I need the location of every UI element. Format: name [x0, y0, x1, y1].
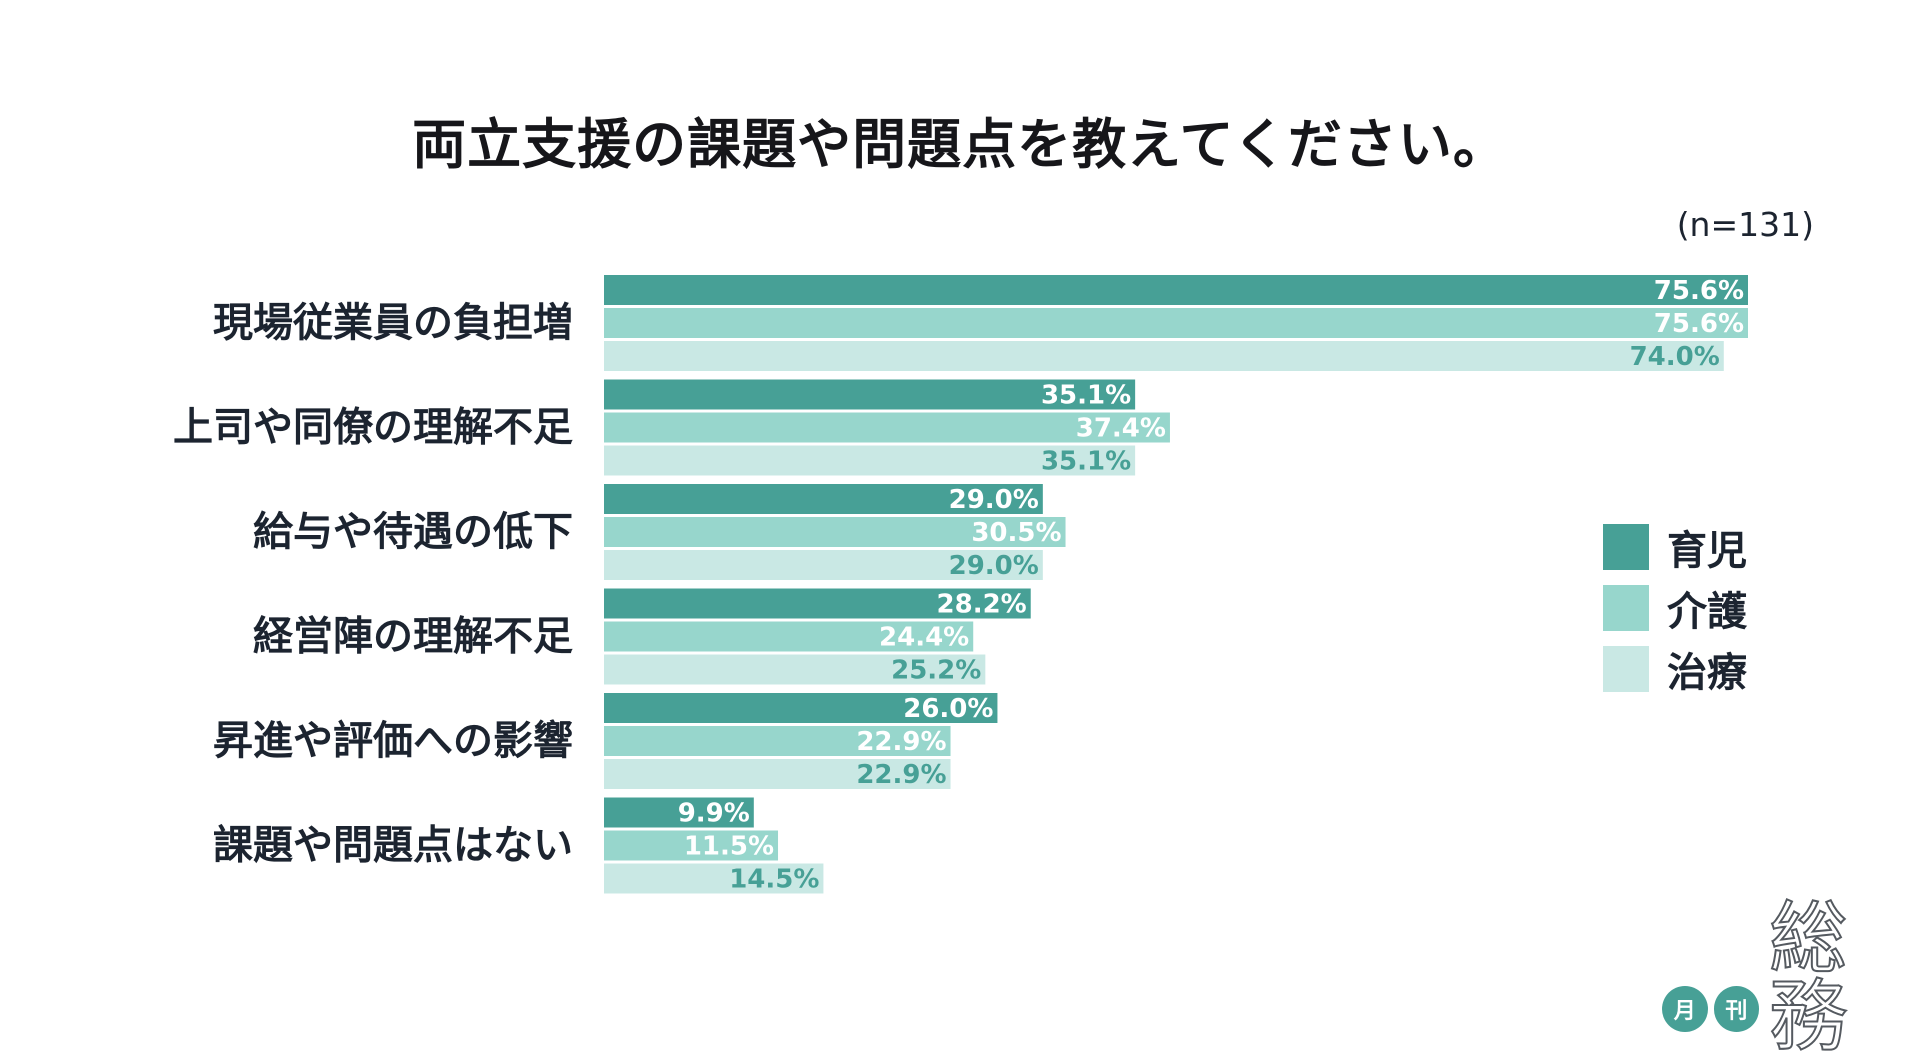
category-label: 給与や待遇の低下	[253, 509, 573, 555]
data-label-nursing-care: 11.5%	[684, 832, 774, 862]
data-label-childcare: 75.6%	[1654, 276, 1744, 306]
legend-swatch-treatment	[1603, 646, 1649, 692]
data-label-treatment: 35.1%	[1041, 447, 1131, 477]
category-label: 昇進や評価への影響	[213, 718, 573, 764]
legend-label-nursing-care: 介護	[1667, 589, 1747, 635]
data-label-treatment: 29.0%	[949, 551, 1039, 581]
bar-childcare	[604, 588, 1031, 619]
legend-item-nursing-care: 介護	[1603, 585, 1747, 635]
category-label: 上司や同僚の理解不足	[173, 405, 573, 451]
bar-childcare	[604, 484, 1043, 514]
data-label-childcare: 9.9%	[678, 799, 750, 829]
legend-item-treatment: 治療	[1603, 646, 1747, 696]
bar-nursing-care	[604, 830, 779, 861]
legend: 育児 介護 治療	[1603, 524, 1747, 707]
bar-treatment	[604, 654, 986, 685]
category-label: 現場従業員の負担増	[213, 300, 573, 346]
bar-childcare	[604, 275, 1748, 305]
bar-treatment	[604, 550, 1043, 580]
bar-nursing-care	[604, 412, 1170, 443]
data-label-nursing-care: 24.4%	[879, 623, 969, 653]
brand-name: 総務	[1768, 894, 1848, 1062]
bar-treatment	[604, 341, 1724, 371]
data-label-nursing-care: 37.4%	[1076, 414, 1166, 444]
legend-item-childcare: 育児	[1603, 524, 1747, 574]
brand-mark-publication: 刊	[1713, 986, 1760, 1032]
data-label-treatment: 14.5%	[729, 865, 819, 895]
sample-size: (n=131)	[1676, 205, 1814, 244]
brand-mark-month: 月	[1662, 986, 1708, 1032]
legend-swatch-childcare	[1603, 524, 1649, 570]
legend-swatch-nursing-care	[1603, 585, 1649, 631]
chart-title: 両立支援の課題や問題点を教えてください。	[412, 113, 1508, 176]
legend-label-childcare: 育児	[1667, 528, 1747, 574]
category-label: 経営陣の理解不足	[253, 614, 573, 660]
data-label-childcare: 35.1%	[1041, 381, 1131, 411]
data-label-treatment: 74.0%	[1630, 342, 1720, 372]
data-label-treatment: 22.9%	[856, 760, 946, 790]
data-label-nursing-care: 30.5%	[971, 518, 1061, 548]
bar-nursing-care	[604, 726, 951, 756]
bar-childcare	[604, 693, 998, 723]
bar-treatment	[604, 863, 824, 894]
brand-logo: 月 刊 総務	[1662, 894, 1920, 1062]
bar-treatment	[604, 759, 951, 789]
bar-nursing-care	[604, 308, 1748, 338]
bar-nursing-care	[604, 621, 974, 652]
data-label-treatment: 25.2%	[891, 656, 981, 686]
data-label-childcare: 28.2%	[937, 590, 1027, 620]
data-label-nursing-care: 75.6%	[1654, 309, 1744, 339]
bar-treatment	[604, 445, 1136, 476]
data-label-childcare: 29.0%	[949, 485, 1039, 515]
bar-childcare	[604, 797, 754, 828]
data-label-nursing-care: 22.9%	[856, 727, 946, 757]
legend-label-treatment: 治療	[1667, 650, 1747, 696]
data-label-childcare: 26.0%	[903, 694, 993, 724]
category-label: 課題や問題点はない	[213, 823, 573, 869]
bar-nursing-care	[604, 517, 1066, 547]
bar-childcare	[604, 379, 1136, 410]
bar-chart: 現場従業員の負担増75.6%75.6%74.0%上司や同僚の理解不足35.1%3…	[173, 275, 1748, 895]
